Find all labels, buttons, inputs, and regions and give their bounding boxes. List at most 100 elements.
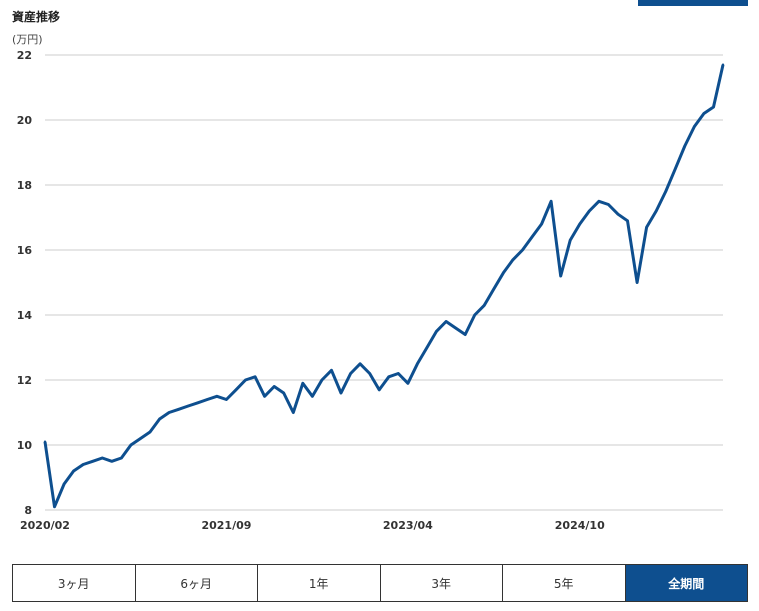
data-point bbox=[721, 63, 725, 66]
data-point bbox=[53, 505, 56, 508]
data-point bbox=[521, 248, 524, 252]
data-point bbox=[578, 222, 581, 226]
y-tick-label: 20 bbox=[17, 114, 33, 127]
data-point bbox=[397, 372, 400, 375]
data-point bbox=[167, 411, 171, 414]
data-point bbox=[129, 443, 133, 447]
data-point bbox=[292, 411, 295, 414]
x-tick-label: 2023/04 bbox=[383, 519, 433, 532]
data-point bbox=[712, 105, 715, 109]
data-point bbox=[616, 213, 620, 216]
x-tick-label: 2024/10 bbox=[555, 519, 605, 532]
data-point bbox=[492, 287, 496, 291]
y-tick-label: 18 bbox=[17, 179, 32, 192]
range-button-4[interactable]: 5年 bbox=[503, 565, 626, 601]
data-point bbox=[81, 463, 85, 466]
data-point bbox=[263, 395, 266, 398]
data-point bbox=[674, 167, 677, 170]
range-button-0[interactable]: 3ヶ月 bbox=[13, 565, 136, 601]
data-point bbox=[349, 372, 352, 375]
data-point bbox=[559, 274, 562, 278]
data-point bbox=[62, 482, 66, 486]
data-point bbox=[378, 388, 381, 391]
y-tick-label: 8 bbox=[24, 504, 32, 517]
data-point bbox=[416, 362, 419, 365]
data-point bbox=[607, 203, 610, 206]
data-point bbox=[187, 404, 190, 408]
data-point bbox=[406, 382, 410, 385]
data-point bbox=[72, 469, 75, 473]
series-line-asset-value bbox=[43, 64, 725, 509]
data-point bbox=[654, 209, 658, 213]
data-point bbox=[444, 320, 448, 323]
data-point bbox=[473, 313, 476, 317]
data-point bbox=[215, 395, 219, 398]
data-point bbox=[597, 200, 601, 203]
data-point bbox=[196, 401, 199, 404]
data-point bbox=[435, 330, 438, 333]
data-point bbox=[425, 346, 429, 349]
range-button-5[interactable]: 全期間 bbox=[625, 565, 747, 601]
data-point bbox=[225, 398, 228, 401]
data-point bbox=[301, 382, 305, 385]
data-point bbox=[454, 326, 457, 330]
top-accent-bar bbox=[638, 0, 748, 6]
data-point bbox=[272, 385, 276, 388]
data-point bbox=[206, 398, 209, 401]
data-point bbox=[683, 144, 687, 148]
data-point bbox=[91, 460, 94, 463]
data-point bbox=[664, 190, 667, 193]
y-tick-label: 12 bbox=[17, 374, 32, 387]
x-tick-label: 2020/02 bbox=[20, 519, 70, 532]
data-point bbox=[358, 362, 362, 365]
data-point bbox=[635, 281, 639, 284]
data-point bbox=[463, 333, 467, 336]
data-point bbox=[234, 388, 238, 391]
x-tick-label: 2021/09 bbox=[201, 519, 251, 532]
data-point bbox=[368, 372, 371, 375]
data-point bbox=[588, 209, 591, 213]
y-tick-label: 22 bbox=[17, 49, 32, 62]
data-point bbox=[139, 437, 142, 440]
range-button-1[interactable]: 6ヶ月 bbox=[135, 565, 258, 601]
data-point bbox=[253, 375, 257, 378]
data-point bbox=[549, 200, 553, 203]
data-point bbox=[530, 235, 534, 239]
range-button-2[interactable]: 1年 bbox=[258, 565, 381, 601]
data-point bbox=[502, 271, 505, 274]
y-axis-unit: (万円) bbox=[12, 33, 43, 46]
y-axis-ticks: 8 10 12 14 16 18 20 22 bbox=[17, 49, 33, 517]
y-tick-label: 14 bbox=[17, 309, 33, 322]
series-layer bbox=[43, 63, 725, 509]
y-tick-label: 16 bbox=[17, 244, 33, 257]
grid-lines bbox=[45, 54, 723, 511]
data-point bbox=[177, 408, 180, 411]
range-button-3[interactable]: 3年 bbox=[380, 565, 503, 601]
data-point bbox=[693, 125, 696, 128]
data-point bbox=[540, 222, 543, 226]
data-point bbox=[330, 369, 333, 372]
chart-title: 資産推移 bbox=[12, 10, 61, 24]
data-point bbox=[101, 456, 104, 460]
data-point bbox=[43, 440, 47, 443]
data-point bbox=[282, 391, 285, 395]
data-point bbox=[148, 430, 152, 434]
y-tick-label: 10 bbox=[17, 439, 33, 452]
data-point bbox=[320, 378, 324, 382]
data-point bbox=[483, 304, 486, 307]
data-point bbox=[158, 417, 161, 421]
data-point bbox=[626, 219, 629, 222]
data-point bbox=[120, 456, 123, 460]
period-range-selector: 3ヶ月 6ヶ月 1年 3年 5年 全期間 bbox=[12, 564, 748, 602]
data-point bbox=[311, 395, 314, 398]
data-point bbox=[569, 239, 572, 242]
x-axis-ticks: 2020/02 2021/09 2023/04 2024/10 bbox=[20, 519, 605, 532]
data-point bbox=[339, 391, 343, 395]
data-point bbox=[244, 378, 247, 382]
data-point bbox=[511, 258, 515, 261]
data-point bbox=[387, 375, 390, 378]
data-point bbox=[645, 226, 648, 229]
data-point bbox=[702, 112, 706, 115]
data-point bbox=[110, 460, 114, 463]
